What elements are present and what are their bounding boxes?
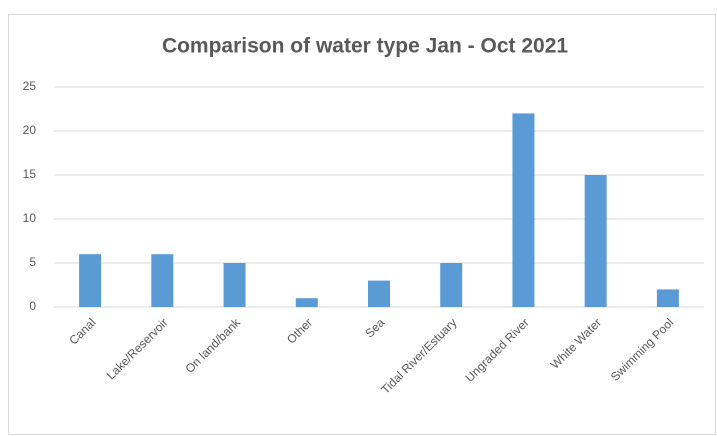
bar (223, 263, 246, 307)
y-tick-label: 10 (23, 211, 37, 225)
chart-title: Comparison of water type Jan - Oct 2021 (162, 35, 568, 58)
bar (295, 298, 318, 307)
y-tick-label: 0 (29, 299, 36, 313)
y-tick-label: 25 (23, 79, 37, 93)
bar (79, 254, 102, 307)
bar (151, 254, 174, 307)
bar (512, 113, 535, 308)
y-tick-label: 20 (23, 123, 37, 137)
bar (584, 175, 607, 307)
bar (440, 263, 463, 307)
bar (368, 280, 390, 307)
y-tick-label: 5 (29, 255, 36, 269)
bar (656, 289, 679, 307)
y-tick-label: 15 (23, 167, 37, 181)
